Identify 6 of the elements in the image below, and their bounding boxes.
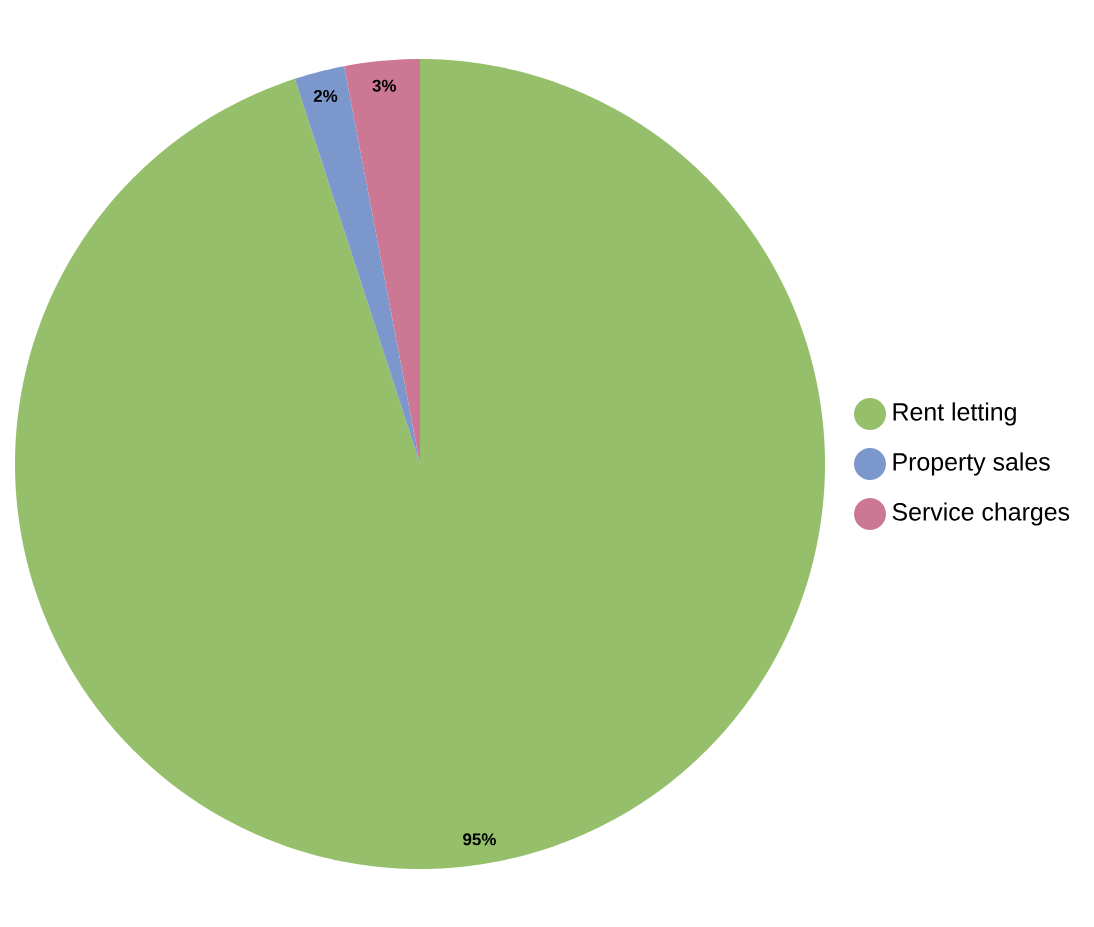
data-label: 3%: [372, 79, 397, 92]
legend-label: Property sales: [893, 452, 1050, 476]
data-label: 2%: [313, 89, 338, 102]
data-label: 95%: [463, 833, 496, 846]
legend-label: Service charges: [892, 502, 1070, 526]
legend-label: Rent letting: [893, 402, 1016, 426]
